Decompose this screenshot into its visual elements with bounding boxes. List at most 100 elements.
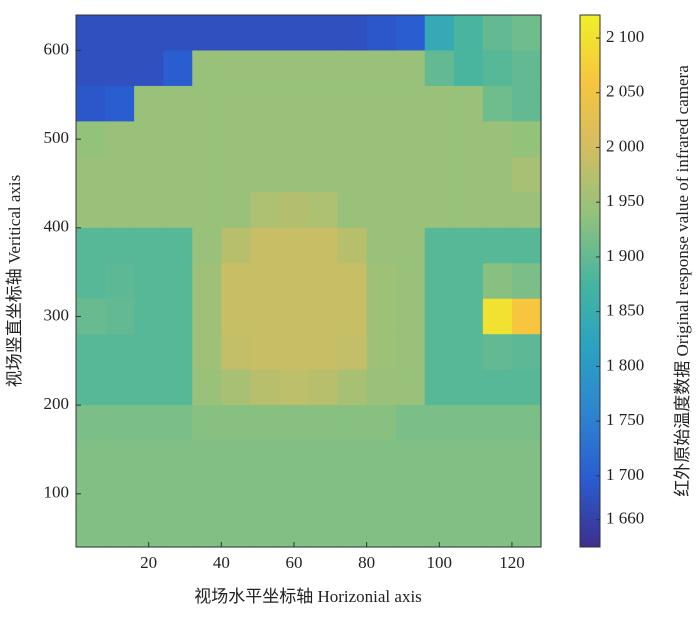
heatmap-cell [366, 85, 397, 122]
heatmap-cell [424, 227, 455, 264]
colorbar-tick-label: 1 660 [606, 509, 644, 528]
heatmap-cell [395, 192, 426, 229]
heatmap-cell [134, 263, 164, 300]
heatmap-cell [105, 476, 135, 513]
heatmap-cell [134, 227, 164, 264]
heatmap-cell [105, 50, 135, 87]
heatmap-cell [279, 369, 310, 406]
heatmap-cell [279, 156, 310, 193]
heatmap-cell [192, 405, 222, 442]
x-tick-label: 40 [213, 553, 230, 572]
heatmap-cell [395, 227, 426, 264]
heatmap-cell [511, 298, 542, 335]
heatmap-cell [511, 263, 542, 300]
heatmap-cell [250, 440, 281, 477]
heatmap-cell [366, 156, 397, 193]
colorbar-tick-label: 1 950 [606, 191, 644, 210]
heatmap-cell [163, 405, 193, 442]
heatmap-cell [453, 334, 484, 371]
heatmap-cell [308, 334, 339, 371]
heatmap-cell [424, 85, 455, 122]
heatmap-cell [511, 511, 542, 548]
heatmap-cell [482, 369, 513, 406]
heatmap-cell [337, 476, 368, 513]
heatmap-cell [250, 298, 281, 335]
heatmap-cell [221, 121, 251, 158]
heatmap-cell [482, 476, 513, 513]
heatmap-cell [337, 263, 368, 300]
heatmap-cell [424, 121, 455, 158]
heatmap-cell [250, 85, 281, 122]
colorbar-tick-label: 1 700 [606, 465, 644, 484]
heatmap-cell [250, 121, 281, 158]
heatmap-cell [337, 334, 368, 371]
heatmap-cell [221, 334, 251, 371]
colorbar-tick-label: 1 900 [606, 246, 644, 265]
heatmap-cell [250, 192, 281, 229]
heatmap-cell [395, 263, 426, 300]
heatmap-cell [250, 334, 281, 371]
heatmap-cell [134, 50, 164, 87]
heatmap-cell [308, 192, 339, 229]
heatmap-cell [163, 156, 193, 193]
heatmap-cell [424, 334, 455, 371]
heatmap-cell [453, 369, 484, 406]
heatmap-cell [511, 369, 542, 406]
heatmap-cell [395, 334, 426, 371]
heatmap-cell [221, 156, 251, 193]
heatmap-cell [395, 85, 426, 122]
heatmap-cell [105, 334, 135, 371]
x-tick-label: 20 [140, 553, 157, 572]
heatmap-cell [279, 334, 310, 371]
heatmap-cell [221, 298, 251, 335]
heatmap-cell [221, 511, 251, 548]
heatmap-cell [337, 227, 368, 264]
heatmap-cell [453, 121, 484, 158]
heatmap-cell [250, 50, 281, 87]
heatmap-cell [76, 85, 106, 122]
heatmap-cell [482, 85, 513, 122]
heatmap-cell [279, 476, 310, 513]
heatmap-cell [192, 85, 222, 122]
heatmap-cell [134, 476, 164, 513]
heatmap-cell [337, 121, 368, 158]
heatmap-cell [76, 369, 106, 406]
heatmap-cell [308, 511, 339, 548]
heatmap-cell [221, 15, 251, 52]
heatmap-cell [279, 192, 310, 229]
heatmap-cell [424, 192, 455, 229]
x-tick-label: 100 [427, 553, 453, 572]
heatmap-cell [192, 227, 222, 264]
heatmap-cell [250, 476, 281, 513]
heatmap-cell [453, 50, 484, 87]
heatmap-cell [134, 15, 164, 52]
heatmap-cell [511, 156, 542, 193]
heatmap-cell [250, 227, 281, 264]
heatmap-cell [105, 192, 135, 229]
heatmap-cell [221, 227, 251, 264]
heatmap-cell [134, 334, 164, 371]
heatmap-cell [105, 85, 135, 122]
heatmap-cell [192, 476, 222, 513]
heatmap-cell [511, 405, 542, 442]
heatmap-cell [163, 298, 193, 335]
heatmap-cell [511, 85, 542, 122]
heatmap-cell [395, 476, 426, 513]
heatmap-cell [163, 263, 193, 300]
heatmap-cell [76, 227, 106, 264]
heatmap-cell [192, 192, 222, 229]
heatmap-cell [76, 405, 106, 442]
heatmap-cell [105, 369, 135, 406]
heatmap-cell [105, 440, 135, 477]
heatmap-cell [366, 369, 397, 406]
heatmap-cell [279, 298, 310, 335]
heatmap-cell [453, 440, 484, 477]
heatmap-cell [279, 15, 310, 52]
heatmap-cell [192, 440, 222, 477]
heatmap-cell [134, 156, 164, 193]
heatmap-cell [511, 15, 542, 52]
heatmap-cell [511, 192, 542, 229]
heatmap-cell [308, 156, 339, 193]
heatmap-cell [308, 476, 339, 513]
